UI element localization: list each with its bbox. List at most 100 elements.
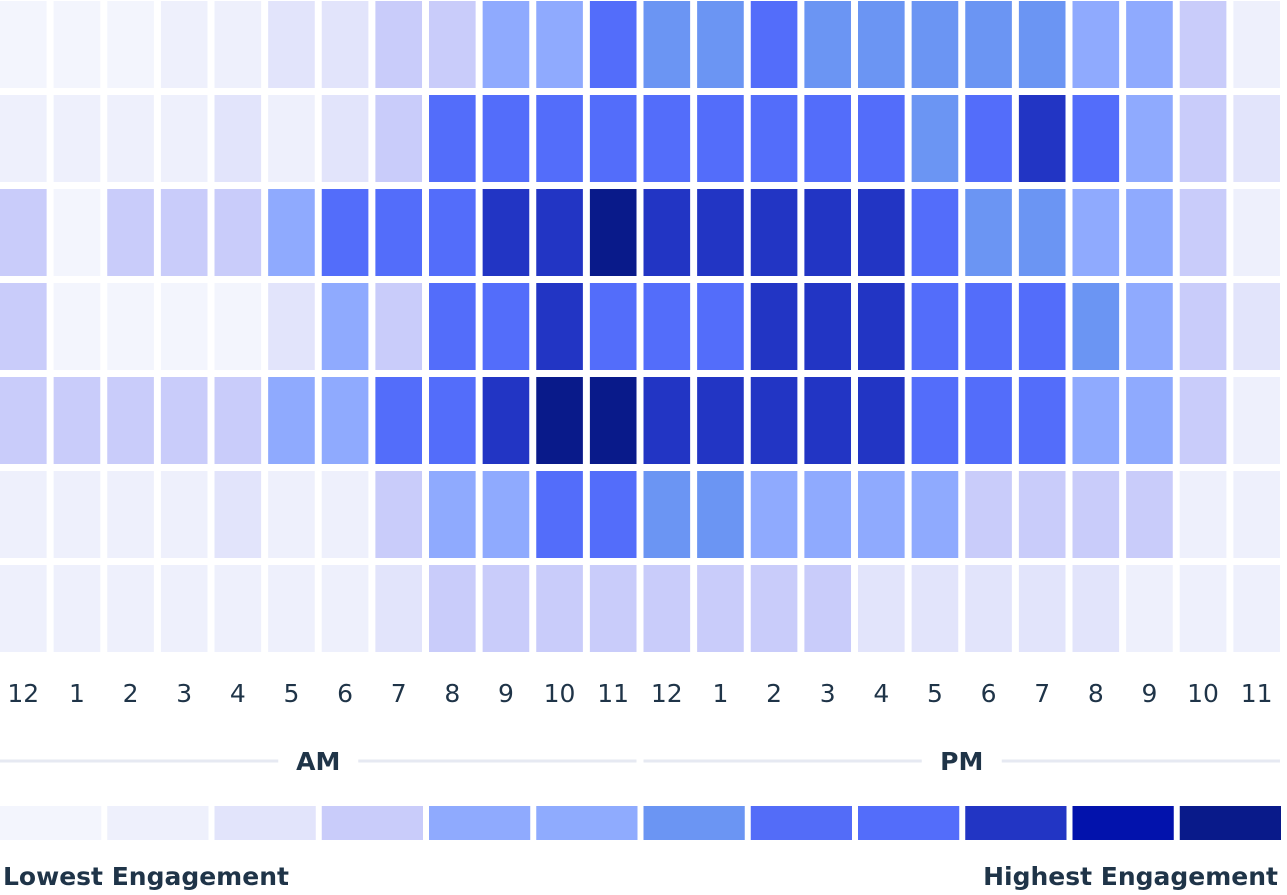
heatmap-cell xyxy=(214,1,262,88)
heatmap-cell xyxy=(965,189,1012,276)
period-label: PM xyxy=(940,747,983,776)
heatmap-cell xyxy=(697,95,744,182)
heatmap-cell xyxy=(0,377,47,464)
heatmap-cell xyxy=(536,283,583,370)
heatmap-cell xyxy=(1126,377,1173,464)
heatmap-cell xyxy=(1126,189,1173,276)
heatmap-cell xyxy=(911,189,959,276)
heatmap-cell xyxy=(53,1,101,88)
legend-swatch xyxy=(0,806,102,840)
heatmap-cell xyxy=(750,377,798,464)
legend-swatch xyxy=(1179,806,1281,840)
hour-tick-label: 8 xyxy=(444,679,460,708)
heatmap-cell xyxy=(1179,1,1227,88)
period-label: AM xyxy=(296,747,340,776)
hour-tick-label: 1 xyxy=(69,679,85,708)
heatmap-cell xyxy=(804,189,852,276)
heatmap-cell xyxy=(804,565,852,652)
heatmap-cell xyxy=(321,377,369,464)
hour-tick-label: 10 xyxy=(544,679,576,708)
heatmap-cell xyxy=(268,377,315,464)
hour-tick-label: 6 xyxy=(337,679,353,708)
heatmap-cell xyxy=(965,95,1012,182)
heatmap-cell xyxy=(1179,471,1227,558)
heatmap-cell xyxy=(375,565,423,652)
period-axis: AM PM xyxy=(0,747,1280,776)
heatmap-cell xyxy=(804,471,852,558)
heatmap-cell xyxy=(107,283,154,370)
heatmap-cell xyxy=(429,189,476,276)
legend-swatch xyxy=(429,806,531,840)
heatmap-cell xyxy=(697,377,744,464)
heatmap-cell xyxy=(1179,189,1227,276)
heatmap-cell xyxy=(214,189,262,276)
heatmap-cell xyxy=(1072,95,1120,182)
heatmap-cell xyxy=(589,471,637,558)
hour-tick-label: 12 xyxy=(7,679,39,708)
heatmap-cell xyxy=(589,377,637,464)
heatmap-cell xyxy=(1018,377,1066,464)
legend-swatch xyxy=(858,806,960,840)
heatmap-cell xyxy=(643,95,691,182)
heatmap-cell xyxy=(321,471,369,558)
heatmap-cell xyxy=(1072,189,1120,276)
heatmap-cell xyxy=(589,1,637,88)
hour-tick-label: 5 xyxy=(283,679,299,708)
heatmap-cell xyxy=(1233,1,1281,88)
hour-tick-label: 8 xyxy=(1088,679,1104,708)
heatmap-cell xyxy=(1179,565,1227,652)
heatmap-cell xyxy=(160,377,208,464)
heatmap-cell xyxy=(858,189,905,276)
heatmap-cell xyxy=(375,283,423,370)
legend-swatch xyxy=(965,806,1067,840)
heatmap-cell xyxy=(965,377,1012,464)
heatmap-cell xyxy=(429,471,476,558)
heatmap-cell xyxy=(697,283,744,370)
heatmap-cell xyxy=(965,565,1012,652)
heatmap-cell xyxy=(965,283,1012,370)
heatmap-cell xyxy=(0,565,47,652)
hour-tick-label: 4 xyxy=(230,679,246,708)
heatmap-cell xyxy=(1126,95,1173,182)
heatmap-cell xyxy=(643,565,691,652)
heatmap-cell xyxy=(1179,283,1227,370)
heatmap-cell xyxy=(643,189,691,276)
heatmap-cell xyxy=(750,283,798,370)
hour-tick-label: 11 xyxy=(1241,679,1273,708)
heatmap-cell xyxy=(589,95,637,182)
heatmap-cell xyxy=(482,565,530,652)
legend-swatch xyxy=(536,806,638,840)
heatmap-cell xyxy=(53,565,101,652)
heatmap-cell xyxy=(536,1,583,88)
heatmap-cell xyxy=(804,1,852,88)
heatmap-cell xyxy=(589,565,637,652)
heatmap-cell xyxy=(804,377,852,464)
heatmap-cell xyxy=(1072,565,1120,652)
heatmap-cell xyxy=(911,565,959,652)
heatmap-cell xyxy=(0,189,47,276)
heatmap-cells xyxy=(0,1,1281,652)
heatmap-cell xyxy=(804,95,852,182)
hour-tick-label: 2 xyxy=(766,679,782,708)
heatmap-cell xyxy=(482,189,530,276)
legend-swatch xyxy=(750,806,852,840)
heatmap-cell xyxy=(107,471,154,558)
heatmap-cell xyxy=(858,1,905,88)
heatmap-cell xyxy=(53,471,101,558)
heatmap-cell xyxy=(643,283,691,370)
hour-tick-label: 3 xyxy=(176,679,192,708)
heatmap-cell xyxy=(589,283,637,370)
heatmap-cell xyxy=(643,1,691,88)
heatmap-cell xyxy=(1072,1,1120,88)
hour-tick-label: 4 xyxy=(873,679,889,708)
heatmap-cell xyxy=(429,283,476,370)
hour-tick-label: 12 xyxy=(651,679,683,708)
heatmap-cell xyxy=(429,1,476,88)
heatmap-cell xyxy=(1233,471,1281,558)
heatmap-cell xyxy=(1018,283,1066,370)
hour-tick-label: 7 xyxy=(391,679,407,708)
hour-tick-label: 11 xyxy=(597,679,629,708)
hour-tick-label: 2 xyxy=(123,679,139,708)
heatmap-cell xyxy=(536,471,583,558)
heatmap-cell xyxy=(0,1,47,88)
